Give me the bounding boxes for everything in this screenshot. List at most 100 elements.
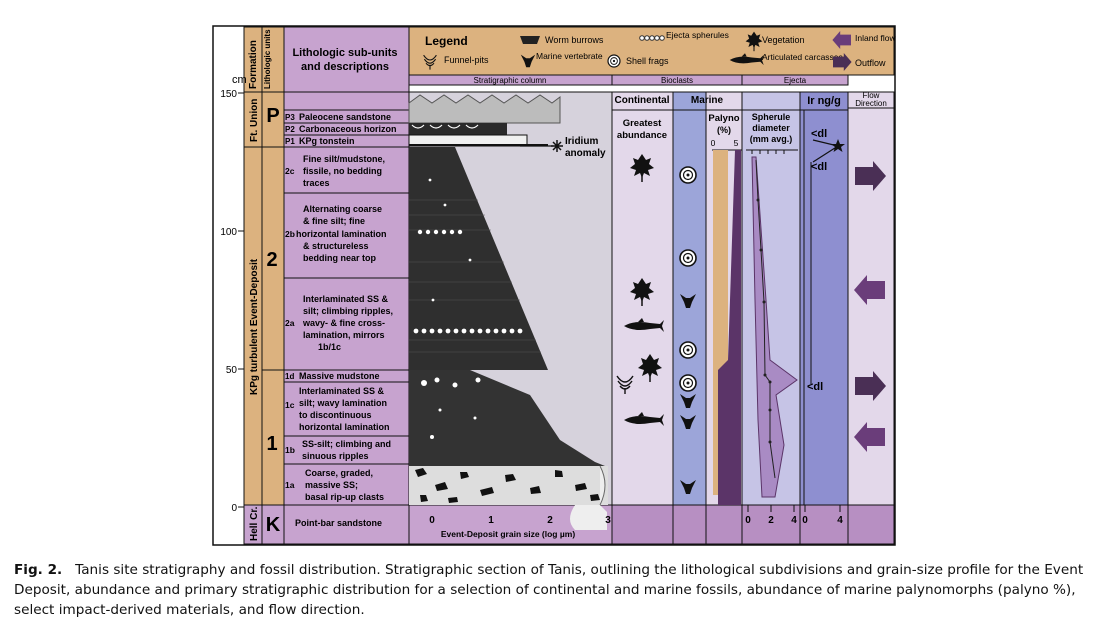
subunit-code-2a: 2a [285,318,295,328]
subunit-code-2c: 2c [285,166,295,176]
subunit-desc-2c-l1: Fine silt/mudstone, [303,154,385,164]
unit-2-layer [409,147,548,370]
grain-tick-1: 1 [488,515,494,526]
lamination-lines [409,199,541,353]
ir-tick-0: 0 [802,515,808,526]
subunit-desc-2c-l3: traces [303,178,330,188]
subunit-labels: P3 Paleocene sandstone P2 Carbonaceous h… [285,112,397,528]
legend-ejecta-spherules: Ejecta spherules [666,30,729,40]
subunit-desc-2a-l3: wavy- & fine cross- [302,318,385,328]
legend-funnel-pits: Funnel-pits [444,55,489,65]
greatest-abundance-line2: abundance [617,130,667,141]
rip-up-clasts [415,468,600,503]
ir-dl-label-2: <dl [811,161,827,173]
depth-axis [238,92,244,508]
unit-1: 1 [266,433,277,455]
spherule-header-line3: (mm avg.) [750,134,793,144]
spherule-envelope [751,156,798,498]
grain-axis-label: Event-Deposit grain size (log µm) [441,529,575,539]
legend-articulated-carcasses: Articulated carcasses [762,52,843,62]
marine-header: Marine [691,95,724,106]
grain-tick-0: 0 [429,515,435,526]
legend: Legend Worm burrows Ejecta spherules Veg… [423,30,896,71]
iridium-label-line1: Iridium [565,136,598,147]
depth-tick-100: 100 [220,227,237,238]
bottom-axis-ticks [747,505,841,512]
unit-p: P [266,105,279,127]
bottom-cell [672,504,707,545]
worm-burrows-icon [520,36,540,44]
formation-kpg-event-deposit: KPg turbulent Event-Deposit [249,258,260,395]
subunit-desc-1a-l1: Coarse, graded, [305,468,373,478]
subunit-desc-1a-l2: massive SS; [305,480,358,490]
ir-column [799,91,849,506]
ammonite-icon [679,249,697,267]
subunit-desc-1a-l3: basal rip-up clasts [305,492,384,502]
subunit-desc-1b-l2: sinuous ripples [302,451,369,461]
lithologic-units-header-label: Lithologic units [263,29,272,89]
spherule-tick-0: 0 [745,515,751,526]
palyno-purple-profile [718,150,741,505]
flow-header-line2: Direction [855,99,887,108]
spherule-header-line1: Spherule [752,112,791,122]
subunit-desc-2c-l2: fissile, no bedding [303,166,382,176]
grain-tick-2: 2 [547,515,553,526]
figure-caption: Fig. 2. Tanis site stratigraphy and foss… [14,560,1104,620]
depth-tick-150: 150 [220,89,237,100]
subunit-desc-2a-l5: 1b/1c [318,342,341,352]
subunit-desc-2a-l1: Interlaminated SS & [303,294,389,304]
legend-vegetation: Vegetation [762,35,805,45]
subunit-desc-p2: Carbonaceous horizon [299,124,397,134]
caption-label: Fig. 2. [14,562,63,578]
subunit-desc-1c-l4: horizontal lamination [299,422,390,432]
legend-worm-burrows: Worm burrows [545,35,604,45]
legend-title: Legend [425,34,468,48]
subunit-code-1c: 1c [285,400,295,410]
legend-outflow: Outflow [855,58,886,68]
subunit-code-p3: P3 [285,113,295,122]
spherule-profile [746,149,798,498]
point-bar-cell [283,504,410,545]
unit-2: 2 [266,249,277,271]
grain-size-axis: 0 1 2 3 Event-Deposit grain size (log µm… [429,505,611,539]
subunit-desc-point-bar: Point-bar sandstone [295,518,382,528]
spherule-tick-2: 2 [768,515,774,526]
spherule-bands [413,178,523,334]
continental-header: Continental [615,95,670,106]
palyno-tick-5: 5 [734,138,739,148]
spherule-header-line2: diameter [752,123,790,133]
formation-ft-union: Ft. Union [249,99,260,142]
subunit-code-1a: 1a [285,480,295,490]
palyno-header-line2: (%) [717,125,731,135]
ammonite-icon [679,374,697,392]
unit-dividers [244,109,409,465]
strat-column-title: Stratigraphic column [474,76,547,85]
ammonite-icon [679,341,697,359]
subunit-desc-1c-l1: Interlaminated SS & [299,386,385,396]
flow-header-line1: Flow [863,91,880,100]
palyno-profile [712,149,742,505]
legend-shell-frags: Shell frags [626,56,669,66]
ejecta-spherules-icon [639,35,665,41]
depth-tick-0: 0 [231,503,237,514]
strat-column-graphic: Iridium anomaly [408,94,608,506]
ir-anomaly-star-icon [831,139,845,152]
spherule-points [756,198,772,444]
figure-svg: Formation Lithologic units Lithologic su… [212,25,896,546]
ir-dl-label-3: <dl [807,381,823,393]
legend-inland-flow: Inland flow [855,33,896,43]
subunit-desc-1b-l1: SS-silt; climbing and [302,439,391,449]
carbonaceous-horizon-layer [409,123,507,135]
subunits-header-line2: and descriptions [301,61,389,73]
subunit-desc-1c-l2: silt; wavy lamination [299,398,387,408]
ir-dl-label-1: <dl [811,128,827,140]
palyno-header-line1: Palyno [708,113,739,124]
legend-box [408,26,895,76]
formation-hell-creek: Hell Cr. [249,506,260,541]
iridium-star-icon [551,140,563,152]
formation-header-label: Formation [248,40,259,89]
subunit-desc-2b-l2: & fine silt; fine [303,216,365,226]
scattered-spherules [421,377,481,439]
shell-frags-icon [607,54,621,68]
subunit-desc-2b-l3: horizontal lamination [296,229,387,239]
